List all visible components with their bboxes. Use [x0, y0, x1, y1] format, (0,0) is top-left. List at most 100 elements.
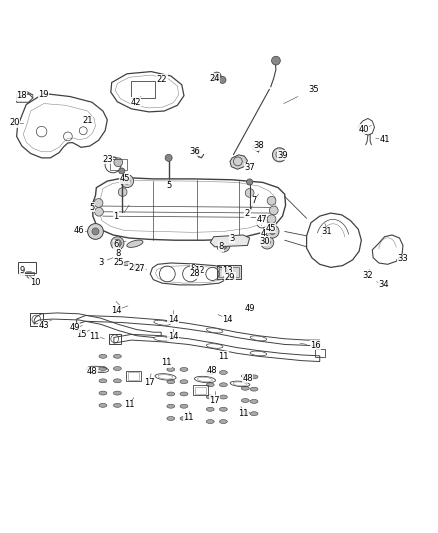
Bar [219, 266, 239, 277]
Text: 19: 19 [39, 90, 49, 99]
Text: 38: 38 [253, 141, 264, 150]
Text: 29: 29 [225, 272, 235, 281]
Ellipse shape [99, 367, 107, 370]
Ellipse shape [113, 403, 121, 407]
Text: 25: 25 [113, 257, 124, 266]
Circle shape [88, 223, 103, 239]
Circle shape [267, 215, 276, 223]
Circle shape [194, 149, 200, 155]
Circle shape [272, 148, 286, 162]
Text: 21: 21 [82, 116, 93, 125]
Ellipse shape [113, 391, 121, 395]
Text: 11: 11 [238, 409, 248, 418]
Ellipse shape [113, 354, 121, 358]
Ellipse shape [206, 370, 214, 375]
Ellipse shape [206, 395, 214, 399]
Ellipse shape [99, 354, 107, 358]
Circle shape [264, 239, 270, 246]
Text: 27: 27 [135, 264, 145, 273]
Text: 11: 11 [218, 352, 229, 361]
Text: 48: 48 [206, 366, 217, 375]
Text: 4: 4 [260, 229, 265, 238]
Ellipse shape [206, 328, 223, 333]
Text: 18: 18 [16, 91, 26, 100]
Text: 49: 49 [69, 324, 80, 332]
Text: 2: 2 [245, 209, 250, 219]
Ellipse shape [241, 374, 249, 378]
Text: 9: 9 [19, 266, 25, 276]
Ellipse shape [180, 392, 188, 396]
Circle shape [95, 207, 103, 216]
Text: 5: 5 [166, 181, 171, 190]
Bar [128, 373, 139, 379]
Ellipse shape [206, 419, 214, 424]
Bar [126, 371, 141, 381]
Ellipse shape [167, 379, 175, 384]
Ellipse shape [180, 404, 188, 408]
Circle shape [114, 158, 123, 167]
Text: 34: 34 [378, 279, 389, 288]
Ellipse shape [250, 375, 258, 379]
Text: 17: 17 [209, 395, 220, 405]
Text: 45: 45 [265, 224, 276, 233]
Bar [315, 349, 325, 357]
Text: 8: 8 [219, 243, 224, 251]
Ellipse shape [180, 367, 188, 372]
Ellipse shape [99, 403, 107, 407]
Bar [20, 272, 34, 275]
Ellipse shape [250, 399, 258, 403]
Ellipse shape [154, 320, 170, 325]
Text: 11: 11 [124, 400, 134, 409]
Text: 8: 8 [190, 264, 195, 273]
Circle shape [269, 229, 276, 235]
Ellipse shape [219, 395, 227, 399]
Text: 47: 47 [256, 215, 267, 224]
Text: 14: 14 [223, 314, 233, 324]
Ellipse shape [250, 387, 258, 391]
Circle shape [217, 239, 230, 252]
Bar [110, 159, 127, 170]
Ellipse shape [250, 411, 258, 416]
Text: 15: 15 [76, 330, 86, 339]
Ellipse shape [113, 379, 121, 383]
Circle shape [113, 239, 121, 247]
Ellipse shape [180, 416, 188, 421]
Text: 35: 35 [308, 85, 318, 94]
Bar [217, 265, 241, 279]
Circle shape [247, 179, 253, 185]
Ellipse shape [180, 379, 188, 384]
Ellipse shape [99, 391, 107, 395]
Text: 14: 14 [168, 314, 178, 324]
Text: 17: 17 [144, 378, 154, 387]
Circle shape [120, 174, 134, 188]
Polygon shape [210, 235, 250, 247]
Text: 1: 1 [113, 212, 119, 221]
Text: 42: 42 [131, 98, 141, 107]
Circle shape [219, 76, 226, 84]
Text: 40: 40 [358, 125, 369, 134]
Text: 33: 33 [398, 254, 408, 263]
Ellipse shape [167, 367, 175, 372]
Circle shape [92, 228, 99, 235]
Ellipse shape [219, 370, 227, 375]
Text: 23: 23 [102, 155, 113, 164]
Ellipse shape [167, 416, 175, 421]
Text: 11: 11 [161, 358, 172, 367]
Ellipse shape [206, 407, 214, 411]
Ellipse shape [250, 351, 267, 356]
Polygon shape [122, 261, 131, 265]
Text: 31: 31 [321, 227, 332, 236]
Text: 6: 6 [113, 240, 119, 249]
Text: 14: 14 [168, 332, 178, 341]
Ellipse shape [167, 392, 175, 396]
Text: 16: 16 [310, 341, 321, 350]
Circle shape [111, 237, 124, 250]
Ellipse shape [219, 407, 227, 411]
Text: 11: 11 [89, 332, 99, 341]
Ellipse shape [167, 404, 175, 408]
Ellipse shape [113, 367, 121, 370]
Ellipse shape [241, 411, 249, 415]
Text: 48: 48 [87, 367, 97, 376]
Bar [195, 386, 206, 393]
Circle shape [261, 236, 274, 249]
